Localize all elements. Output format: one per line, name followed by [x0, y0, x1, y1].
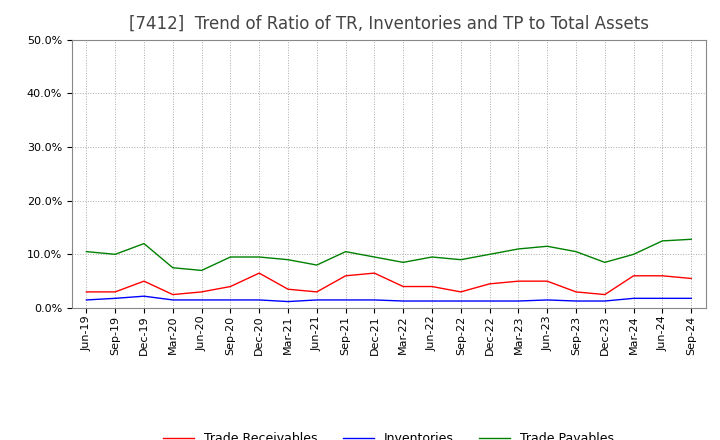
- Trade Receivables: [312, 289, 321, 294]
- Trade Receivables: [514, 279, 523, 284]
- Inventories: [485, 298, 494, 304]
- Trade Receivables: [82, 289, 91, 294]
- Trade Receivables: [284, 286, 292, 292]
- Trade Receivables: [572, 289, 580, 294]
- Inventories: [543, 297, 552, 303]
- Line: Trade Receivables: Trade Receivables: [86, 273, 691, 295]
- Trade Receivables: [197, 289, 206, 294]
- Inventories: [456, 298, 465, 304]
- Trade Payables: [226, 254, 235, 260]
- Inventories: [370, 297, 379, 303]
- Title: [7412]  Trend of Ratio of TR, Inventories and TP to Total Assets: [7412] Trend of Ratio of TR, Inventories…: [129, 15, 649, 33]
- Inventories: [572, 298, 580, 304]
- Trade Payables: [399, 260, 408, 265]
- Trade Payables: [312, 262, 321, 268]
- Trade Receivables: [687, 276, 696, 281]
- Trade Payables: [572, 249, 580, 254]
- Inventories: [600, 298, 609, 304]
- Trade Receivables: [168, 292, 177, 297]
- Inventories: [629, 296, 638, 301]
- Inventories: [82, 297, 91, 303]
- Trade Payables: [658, 238, 667, 244]
- Inventories: [428, 298, 436, 304]
- Inventories: [341, 297, 350, 303]
- Trade Payables: [456, 257, 465, 262]
- Inventories: [687, 296, 696, 301]
- Trade Payables: [600, 260, 609, 265]
- Inventories: [514, 298, 523, 304]
- Trade Receivables: [370, 271, 379, 276]
- Trade Payables: [514, 246, 523, 252]
- Trade Payables: [428, 254, 436, 260]
- Trade Payables: [687, 237, 696, 242]
- Trade Payables: [485, 252, 494, 257]
- Inventories: [284, 299, 292, 304]
- Inventories: [111, 296, 120, 301]
- Inventories: [658, 296, 667, 301]
- Inventories: [399, 298, 408, 304]
- Trade Receivables: [341, 273, 350, 279]
- Trade Receivables: [428, 284, 436, 289]
- Trade Receivables: [658, 273, 667, 279]
- Trade Receivables: [543, 279, 552, 284]
- Trade Receivables: [226, 284, 235, 289]
- Inventories: [197, 297, 206, 303]
- Inventories: [168, 297, 177, 303]
- Trade Payables: [284, 257, 292, 262]
- Line: Trade Payables: Trade Payables: [86, 239, 691, 271]
- Trade Receivables: [600, 292, 609, 297]
- Trade Payables: [140, 241, 148, 246]
- Trade Receivables: [485, 281, 494, 286]
- Inventories: [312, 297, 321, 303]
- Trade Payables: [543, 244, 552, 249]
- Trade Payables: [168, 265, 177, 270]
- Trade Receivables: [140, 279, 148, 284]
- Trade Payables: [197, 268, 206, 273]
- Legend: Trade Receivables, Inventories, Trade Payables: Trade Receivables, Inventories, Trade Pa…: [158, 427, 619, 440]
- Trade Payables: [341, 249, 350, 254]
- Trade Receivables: [111, 289, 120, 294]
- Inventories: [226, 297, 235, 303]
- Trade Payables: [82, 249, 91, 254]
- Trade Payables: [111, 252, 120, 257]
- Trade Receivables: [255, 271, 264, 276]
- Inventories: [140, 293, 148, 299]
- Trade Payables: [255, 254, 264, 260]
- Line: Inventories: Inventories: [86, 296, 691, 301]
- Trade Receivables: [399, 284, 408, 289]
- Trade Receivables: [629, 273, 638, 279]
- Trade Payables: [370, 254, 379, 260]
- Trade Payables: [629, 252, 638, 257]
- Inventories: [255, 297, 264, 303]
- Trade Receivables: [456, 289, 465, 294]
